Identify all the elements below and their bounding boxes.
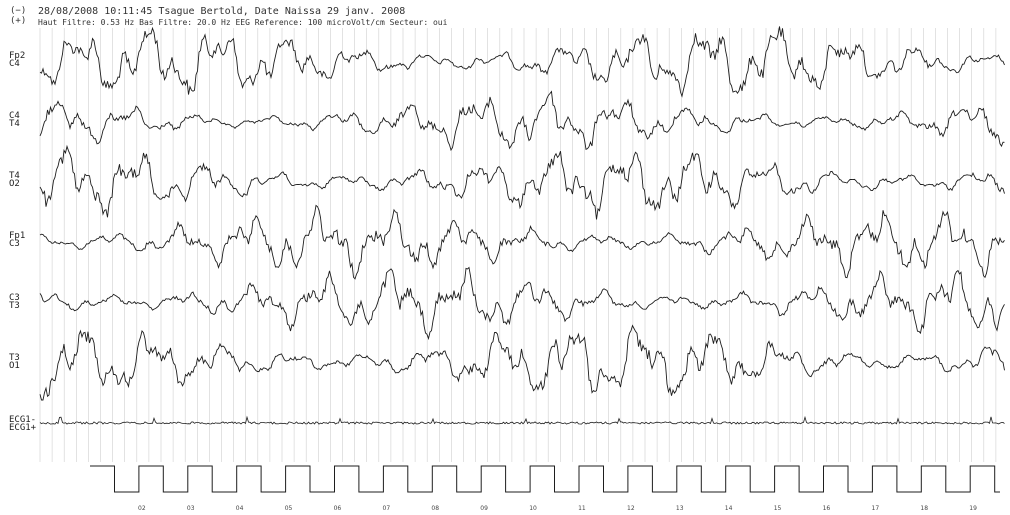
seconds-square-wave <box>90 465 1000 493</box>
recording-header-line2: Haut Filtre: 0.53 Hz Bas Filtre: 20.0 Hz… <box>38 18 448 27</box>
recording-header-line1: 28/08/2008 10:11:45 Tsague Bertold, Date… <box>38 6 406 17</box>
ecg-trace <box>39 415 1005 425</box>
polarity-plus: (+) <box>10 16 27 26</box>
second-label: 15 <box>774 505 782 512</box>
channel-label-top: T3 <box>9 353 20 363</box>
time-grid <box>39 28 997 462</box>
second-label: 07 <box>383 505 391 512</box>
second-label: 16 <box>823 505 831 512</box>
second-label: 12 <box>627 505 635 512</box>
channel-label-bottom: ECG1+ <box>9 423 37 433</box>
second-label: 04 <box>236 505 244 512</box>
second-label: 17 <box>872 505 880 512</box>
eeg-channel-trace <box>39 266 1005 341</box>
channel-label-top: C4 <box>9 111 20 121</box>
eeg-channel-trace <box>39 324 1005 401</box>
second-label: 11 <box>578 505 586 512</box>
second-label: 10 <box>529 505 537 512</box>
second-label: 05 <box>285 505 293 512</box>
second-label: 14 <box>725 505 733 512</box>
eeg-channel-trace <box>39 90 1005 152</box>
second-label: 18 <box>920 505 928 512</box>
channel-label-bottom: T4 <box>9 119 20 129</box>
second-label: 13 <box>676 505 684 512</box>
channel-label-top: Fp2 <box>9 51 26 61</box>
polarity-minus: (−) <box>10 6 27 16</box>
channel-label-bottom: C4 <box>9 59 20 69</box>
channel-label-top: ECG1- <box>9 415 37 425</box>
seconds-marker-trace <box>90 465 1000 493</box>
channel-label-top: C3 <box>9 293 20 303</box>
second-label: 02 <box>138 505 146 512</box>
channel-label-bottom: C3 <box>9 239 20 249</box>
second-label: 08 <box>431 505 439 512</box>
channel-label-top: T4 <box>9 171 20 181</box>
second-label: 03 <box>187 505 195 512</box>
eeg-traces <box>39 26 1005 401</box>
channel-label-bottom: O2 <box>9 179 20 189</box>
seconds-labels: 02 03 04 05 06 07 08 09 10 11 12 13 14 15 16 17 18 19 <box>138 505 977 512</box>
channel-label-bottom: T3 <box>9 301 20 311</box>
second-label: 06 <box>334 505 342 512</box>
channel-label-top: Fp1 <box>9 231 26 241</box>
eeg-channel-trace <box>39 144 1005 220</box>
channel-label-bottom: O1 <box>9 361 20 371</box>
second-label: 19 <box>969 505 977 512</box>
eeg-channel-trace <box>39 204 1005 280</box>
ecg-channel-trace <box>39 415 1005 425</box>
second-label: 09 <box>480 505 488 512</box>
eeg-channel-trace <box>39 26 1005 98</box>
